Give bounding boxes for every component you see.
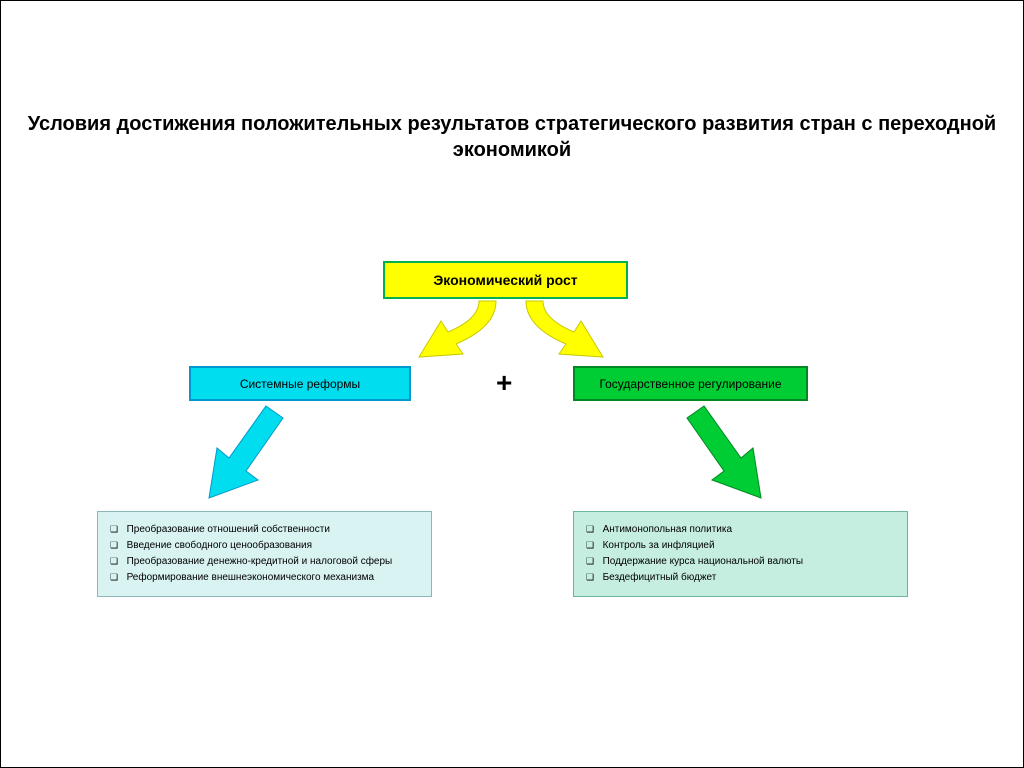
arrow-down-right-icon [681, 403, 771, 513]
list-item: Контроль за инфляцией [586, 538, 897, 554]
list-item: Преобразование денежно-кредитной и налог… [110, 554, 421, 570]
list-item: Поддержание курса национальной валюты [586, 554, 897, 570]
list-item: Введение свободного ценообразования [110, 538, 421, 554]
list-item: Преобразование отношений собственности [110, 522, 421, 538]
arrow-down-left-icon [201, 403, 291, 513]
arrow-split-right-icon [501, 299, 621, 379]
list-item: Бездефицитный бюджет [586, 570, 897, 586]
list-item: Антимонопольная политика [586, 522, 897, 538]
diagram-title: Условия достижения положительных результ… [1, 111, 1023, 163]
box-system-reforms: Системные реформы [189, 366, 411, 401]
list-item: Реформирование внешнеэкономического меха… [110, 570, 421, 586]
box-economic-growth: Экономический рост [383, 261, 628, 299]
box-label: Экономический рост [433, 272, 577, 288]
list-system-reforms: Преобразование отношений собственностиВв… [97, 511, 432, 597]
list-items: Преобразование отношений собственностиВв… [110, 522, 421, 586]
box-label: Системные реформы [240, 377, 360, 391]
list-items: Антимонопольная политикаКонтроль за инфл… [586, 522, 897, 586]
box-label: Государственное регулирование [599, 377, 781, 391]
list-state-regulation: Антимонопольная политикаКонтроль за инфл… [573, 511, 908, 597]
